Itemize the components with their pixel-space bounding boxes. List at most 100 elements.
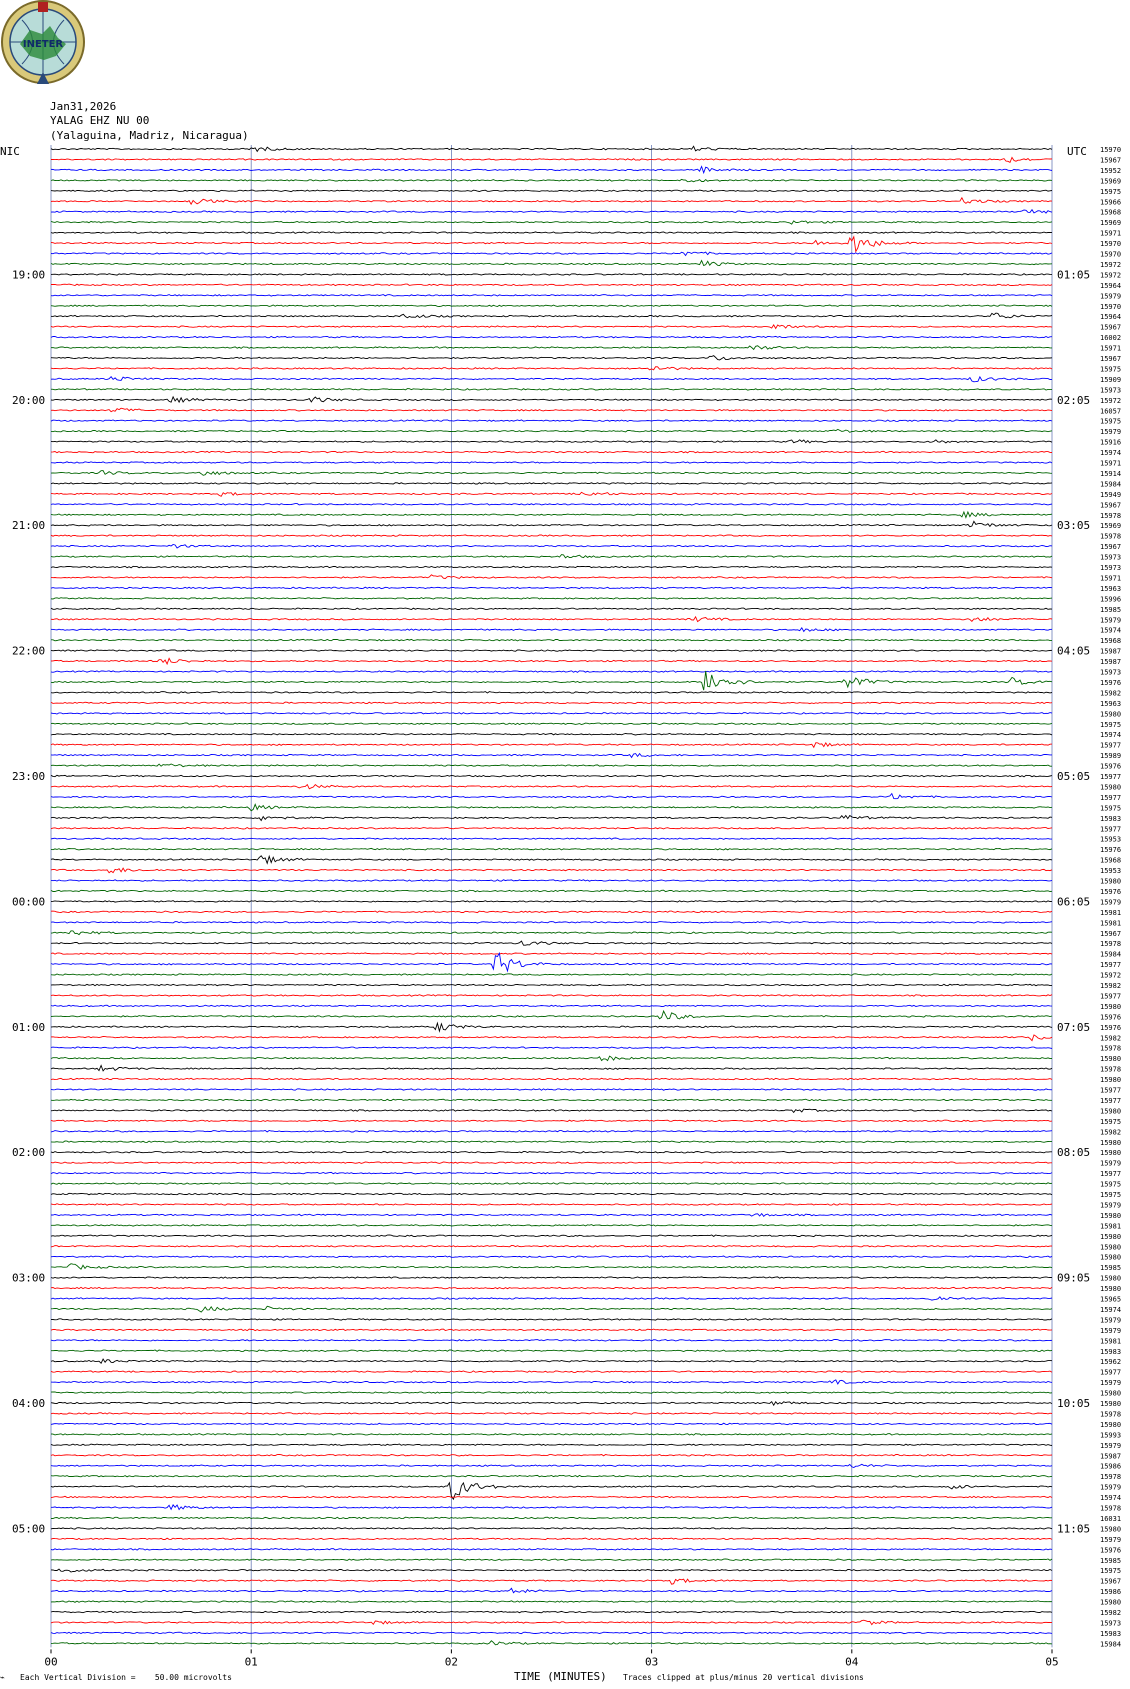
- trace-row-80: [50, 983, 1052, 987]
- row-count-label: 15976: [1100, 888, 1121, 896]
- trace-row-43: [50, 597, 1053, 600]
- row-count-label: 15974: [1100, 1306, 1121, 1314]
- row-count-label: 15974: [1100, 1494, 1121, 1502]
- trace-row-12: [50, 273, 1053, 276]
- row-count-label: 15973: [1100, 669, 1121, 677]
- trace-row-9: [50, 235, 1053, 253]
- row-count-label: 15996: [1100, 595, 1121, 603]
- row-count-label: 15986: [1100, 1588, 1121, 1596]
- row-count-label: 15982: [1100, 1609, 1121, 1617]
- trace-row-92: [50, 1108, 1053, 1114]
- right-time-label: 01:05: [1057, 268, 1090, 281]
- row-count-label: 15977: [1100, 1087, 1121, 1095]
- trace-row-129: [50, 1495, 1053, 1499]
- row-count-label: 15975: [1100, 721, 1121, 729]
- trace-row-88: [50, 1064, 1053, 1072]
- x-tick-label: 03: [645, 1655, 658, 1668]
- row-count-label: 15964: [1100, 282, 1121, 290]
- right-time-label: 03:05: [1057, 519, 1090, 532]
- trace-row-47: [51, 638, 1052, 642]
- trace-row-34: [50, 503, 1053, 506]
- trace-row-91: [50, 1098, 1052, 1102]
- trace-row-113: [50, 1328, 1053, 1332]
- right-time-label: 11:05: [1057, 1522, 1090, 1535]
- row-count-label: 15986: [1100, 1463, 1121, 1471]
- trace-row-124: [50, 1443, 1053, 1446]
- trace-row-98: [50, 1171, 1053, 1175]
- row-count-label: 15977: [1100, 742, 1121, 750]
- row-count-label: 15976: [1100, 763, 1121, 771]
- trace-row-45: [50, 615, 1053, 623]
- row-count-label: 15970: [1100, 251, 1121, 259]
- left-time-label: 03:00: [12, 1272, 45, 1285]
- row-count-label: 15963: [1100, 585, 1121, 593]
- trace-row-6: [50, 208, 1053, 214]
- row-count-label: 15975: [1100, 1567, 1121, 1575]
- trace-row-130: [51, 1504, 1053, 1511]
- row-count-labels: 15970 15967 15952 15969 15975 15966 15968 15969…: [1100, 146, 1121, 1648]
- row-count-label: 15979: [1100, 1316, 1121, 1324]
- ineter-logo: INETER: [1, 0, 85, 84]
- row-count-label: 15983: [1100, 815, 1121, 823]
- row-count-label: 16057: [1100, 407, 1121, 415]
- trace-row-143: [50, 1640, 1053, 1646]
- trace-row-58: [50, 752, 1052, 759]
- trace-row-35: [50, 510, 1053, 519]
- row-count-label: 15974: [1100, 731, 1121, 739]
- trace-row-74: [50, 921, 1053, 924]
- trace-row-94: [50, 1129, 1053, 1133]
- row-count-label: 15981: [1100, 919, 1121, 927]
- trace-row-121: [50, 1412, 1053, 1415]
- row-count-label: 15969: [1100, 219, 1121, 227]
- trace-row-78: [50, 951, 1053, 973]
- row-count-label: 15987: [1100, 648, 1121, 656]
- row-count-label: 15977: [1100, 1170, 1121, 1178]
- trace-row-135: [50, 1558, 1053, 1561]
- row-count-label: 15970: [1100, 146, 1121, 154]
- trace-row-67: [50, 847, 1053, 851]
- row-count-label: 15978: [1100, 1505, 1121, 1513]
- logo-text: INETER: [23, 39, 64, 50]
- row-count-label: 15968: [1100, 637, 1121, 645]
- trace-row-51: [50, 670, 1053, 691]
- row-count-label: 15984: [1100, 951, 1121, 959]
- trace-row-22: [50, 375, 1053, 383]
- trace-row-139: [50, 1600, 1053, 1603]
- left-time-label: 05:00: [12, 1522, 45, 1535]
- row-count-label: 15980: [1100, 1599, 1121, 1607]
- trace-row-99: [50, 1182, 1053, 1185]
- row-count-label: 15976: [1100, 846, 1121, 854]
- row-count-label: 15978: [1100, 1473, 1121, 1481]
- trace-row-103: [51, 1224, 1053, 1227]
- row-count-label: 15973: [1100, 564, 1121, 572]
- row-count-label: 15953: [1100, 867, 1121, 875]
- row-count-label: 15953: [1100, 836, 1121, 844]
- trace-row-66: [50, 837, 1052, 840]
- trace-row-104: [50, 1234, 1053, 1238]
- row-count-label: 15909: [1100, 376, 1121, 384]
- trace-row-97: [50, 1161, 1052, 1164]
- left-time-label: 01:00: [12, 1021, 45, 1034]
- row-count-label: 15980: [1100, 1243, 1121, 1251]
- row-count-label: 15973: [1100, 1619, 1121, 1627]
- trace-row-56: [50, 732, 1053, 736]
- trace-row-50: [50, 670, 1053, 673]
- trace-row-82: [50, 1004, 1053, 1008]
- trace-row-8: [50, 231, 1053, 234]
- row-count-label: 15975: [1100, 365, 1121, 373]
- row-count-label: 15974: [1100, 627, 1121, 635]
- row-count-label: 15914: [1100, 470, 1121, 478]
- trace-row-41: [50, 574, 1053, 579]
- seismic-traces: [50, 145, 1053, 1646]
- row-count-label: 15980: [1100, 1076, 1121, 1084]
- row-count-label: 15981: [1100, 1222, 1121, 1230]
- right-time-label: 04:05: [1057, 645, 1090, 658]
- row-count-label: 15966: [1100, 198, 1121, 206]
- trace-row-46: [50, 626, 1053, 633]
- row-count-label: 15971: [1100, 345, 1121, 353]
- trace-row-63: [50, 803, 1053, 812]
- row-count-label: 15967: [1100, 501, 1121, 509]
- clip-note: Traces clipped at plus/minus 20 vertical…: [623, 1673, 864, 1682]
- trace-row-84: [50, 1021, 1053, 1033]
- trace-row-109: [50, 1286, 1053, 1290]
